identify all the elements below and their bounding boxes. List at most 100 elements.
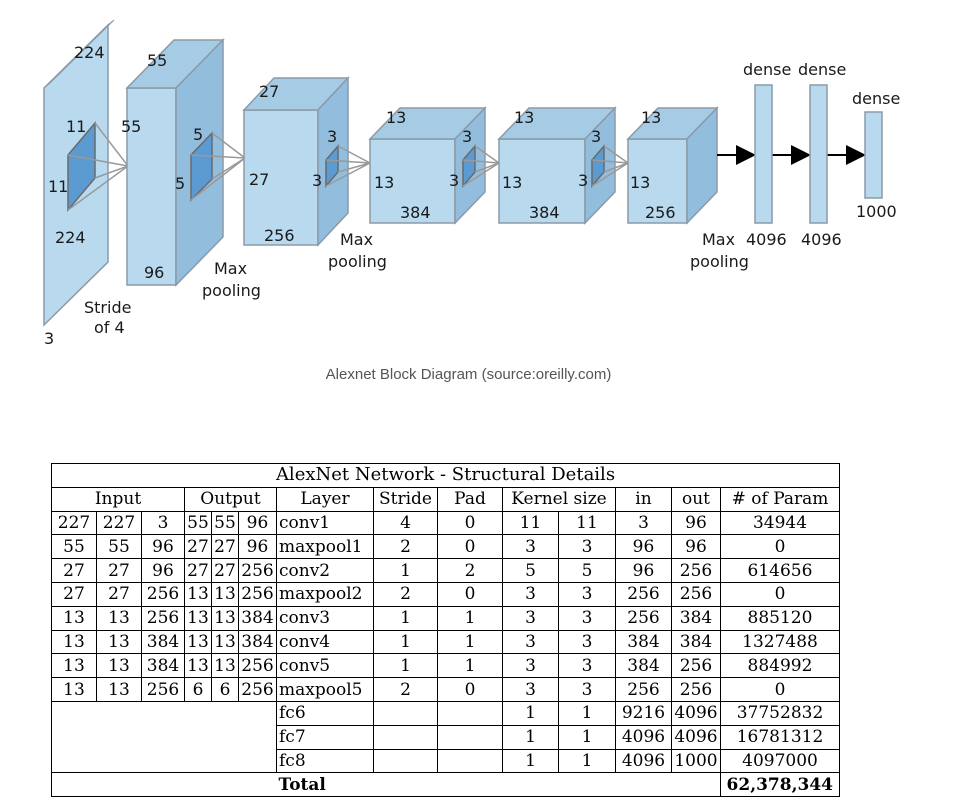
table-row: fc7 1 1 4096 4096 16781312: [52, 724, 840, 750]
kernel5-h-label: 3: [591, 127, 601, 146]
kernel3-h-label: 3: [327, 127, 337, 146]
table-cell: 13: [96, 653, 142, 679]
table-cell: 2: [437, 558, 503, 583]
table-cell: 0: [437, 581, 503, 607]
table-cell: 256: [671, 581, 721, 607]
table-cell: 3: [502, 653, 559, 679]
table-cell: 4096: [671, 700, 721, 726]
table-cell: 0: [720, 534, 840, 560]
table-cell: conv3: [276, 605, 374, 631]
table-cell: maxpool1: [276, 534, 374, 560]
table-cell: 0: [437, 534, 503, 560]
table-cell: 55: [96, 534, 142, 560]
dense-fc6: [754, 84, 773, 224]
pool5-label: Max: [702, 230, 735, 249]
table-cell: conv2: [276, 558, 374, 583]
kernel2-w-label: 5: [175, 174, 185, 193]
table-cell: 5: [502, 558, 559, 583]
table-cell: 27: [96, 558, 142, 583]
table-cell: 55: [184, 510, 212, 536]
table-cell: 384: [141, 653, 185, 679]
table-cell: 1: [373, 629, 438, 655]
table-cell: 3: [558, 677, 616, 702]
table-cell: 384: [238, 629, 277, 655]
conv1-width-label: 55: [147, 51, 167, 70]
table-cell: 3: [558, 605, 616, 631]
table-cell: 6: [211, 677, 239, 702]
table-cell: 227: [96, 510, 142, 536]
dense2-size: 4096: [801, 230, 842, 249]
table-cell: 3: [615, 510, 672, 536]
table-cell: 1: [502, 700, 559, 726]
table-cell: 96: [141, 534, 185, 560]
table-cell: 3: [558, 629, 616, 655]
table-cell: 1: [373, 605, 438, 631]
table-cell: 256: [141, 605, 185, 631]
table-row: 13 13 256 6 6 256 maxpool5 2 0 3 3 256 256 0: [51, 677, 840, 702]
table-cell: 34944: [720, 510, 840, 536]
conv3-width-label: 13: [386, 108, 406, 127]
table-cell: conv5: [276, 653, 374, 679]
dense-fc8: [864, 111, 883, 199]
table-cell: 55: [211, 510, 239, 536]
table-cell: 9216: [615, 700, 672, 726]
pool1-label-2: pooling: [202, 281, 261, 300]
table-cell: maxpool5: [276, 677, 374, 702]
table-cell: 37752832: [720, 700, 840, 726]
dense3-size: 1000: [856, 202, 897, 221]
table-cell: 384: [671, 629, 721, 655]
header-stride: Stride: [373, 486, 438, 512]
conv2-channels-label: 256: [264, 226, 295, 245]
table-cell: 2: [373, 581, 438, 607]
input-channels-label: 3: [44, 329, 54, 348]
table-cell: 1: [502, 748, 559, 774]
input-depth-label: 224: [74, 43, 105, 62]
table-cell: maxpool2: [276, 581, 374, 607]
kernel4-w-label: 3: [449, 171, 459, 190]
table-cell: 27: [184, 534, 212, 560]
table-cell: 55: [51, 534, 97, 560]
table-cell: 256: [238, 677, 277, 702]
conv5-block: [626, 106, 719, 225]
alexnet-block-diagram: 224 224 3 11 11 Stride of 4 55 55 96 5 5…: [43, 19, 900, 348]
table-cell: 27: [211, 534, 239, 560]
table-cell: 27: [96, 581, 142, 607]
table-title-row: AlexNet Network - Structural Details: [51, 463, 840, 488]
conv1-block: [125, 38, 246, 287]
table-cell: 13: [96, 677, 142, 702]
table-cell: 256: [671, 653, 721, 679]
table-cell: 227: [51, 510, 97, 536]
table-cell: 0: [720, 581, 840, 607]
table-cell: 96: [141, 558, 185, 583]
table-header-row: Input Output Layer Stride Pad Kernel siz…: [51, 486, 840, 512]
table-cell: 13: [51, 605, 97, 631]
table-cell: 13: [184, 581, 212, 607]
table-row: 13 13 256 13 13 384 conv3 1 1 3 3 256 384 885120: [51, 605, 840, 631]
table-cell: 3: [558, 534, 616, 560]
table-row: 27 27 96 27 27 256 conv2 1 2 5 5 96 256 614656: [51, 558, 840, 583]
table-cell: 13: [211, 605, 239, 631]
conv3-channels-label: 384: [400, 203, 431, 222]
structure-table: AlexNet Network - Structural Details Inp…: [51, 463, 840, 798]
table-cell: 1: [558, 748, 616, 774]
table-cell: 1: [437, 629, 503, 655]
table-cell: 27: [51, 581, 97, 607]
table-cell: 96: [238, 534, 277, 560]
pool2-label: Max: [340, 230, 373, 249]
table-cell: 384: [238, 605, 277, 631]
table-cell: 27: [51, 558, 97, 583]
table-empty-cell: [373, 724, 438, 750]
conv2-height-label: 27: [249, 170, 269, 189]
table-blank-cell: [51, 700, 277, 774]
table-cell: 13: [211, 653, 239, 679]
kernel1-w-label: 11: [48, 177, 68, 196]
pool2-label-2: pooling: [328, 252, 387, 271]
header-layer: Layer: [276, 486, 374, 512]
table-cell: 1: [373, 558, 438, 583]
table-cell: 256: [615, 581, 672, 607]
table-empty-cell: [437, 748, 503, 774]
table-cell: conv4: [276, 629, 374, 655]
conv5-width-label: 13: [641, 108, 661, 127]
diagram-caption: Alexnet Block Diagram (source:oreilly.co…: [325, 366, 612, 383]
table-cell: 256: [141, 581, 185, 607]
